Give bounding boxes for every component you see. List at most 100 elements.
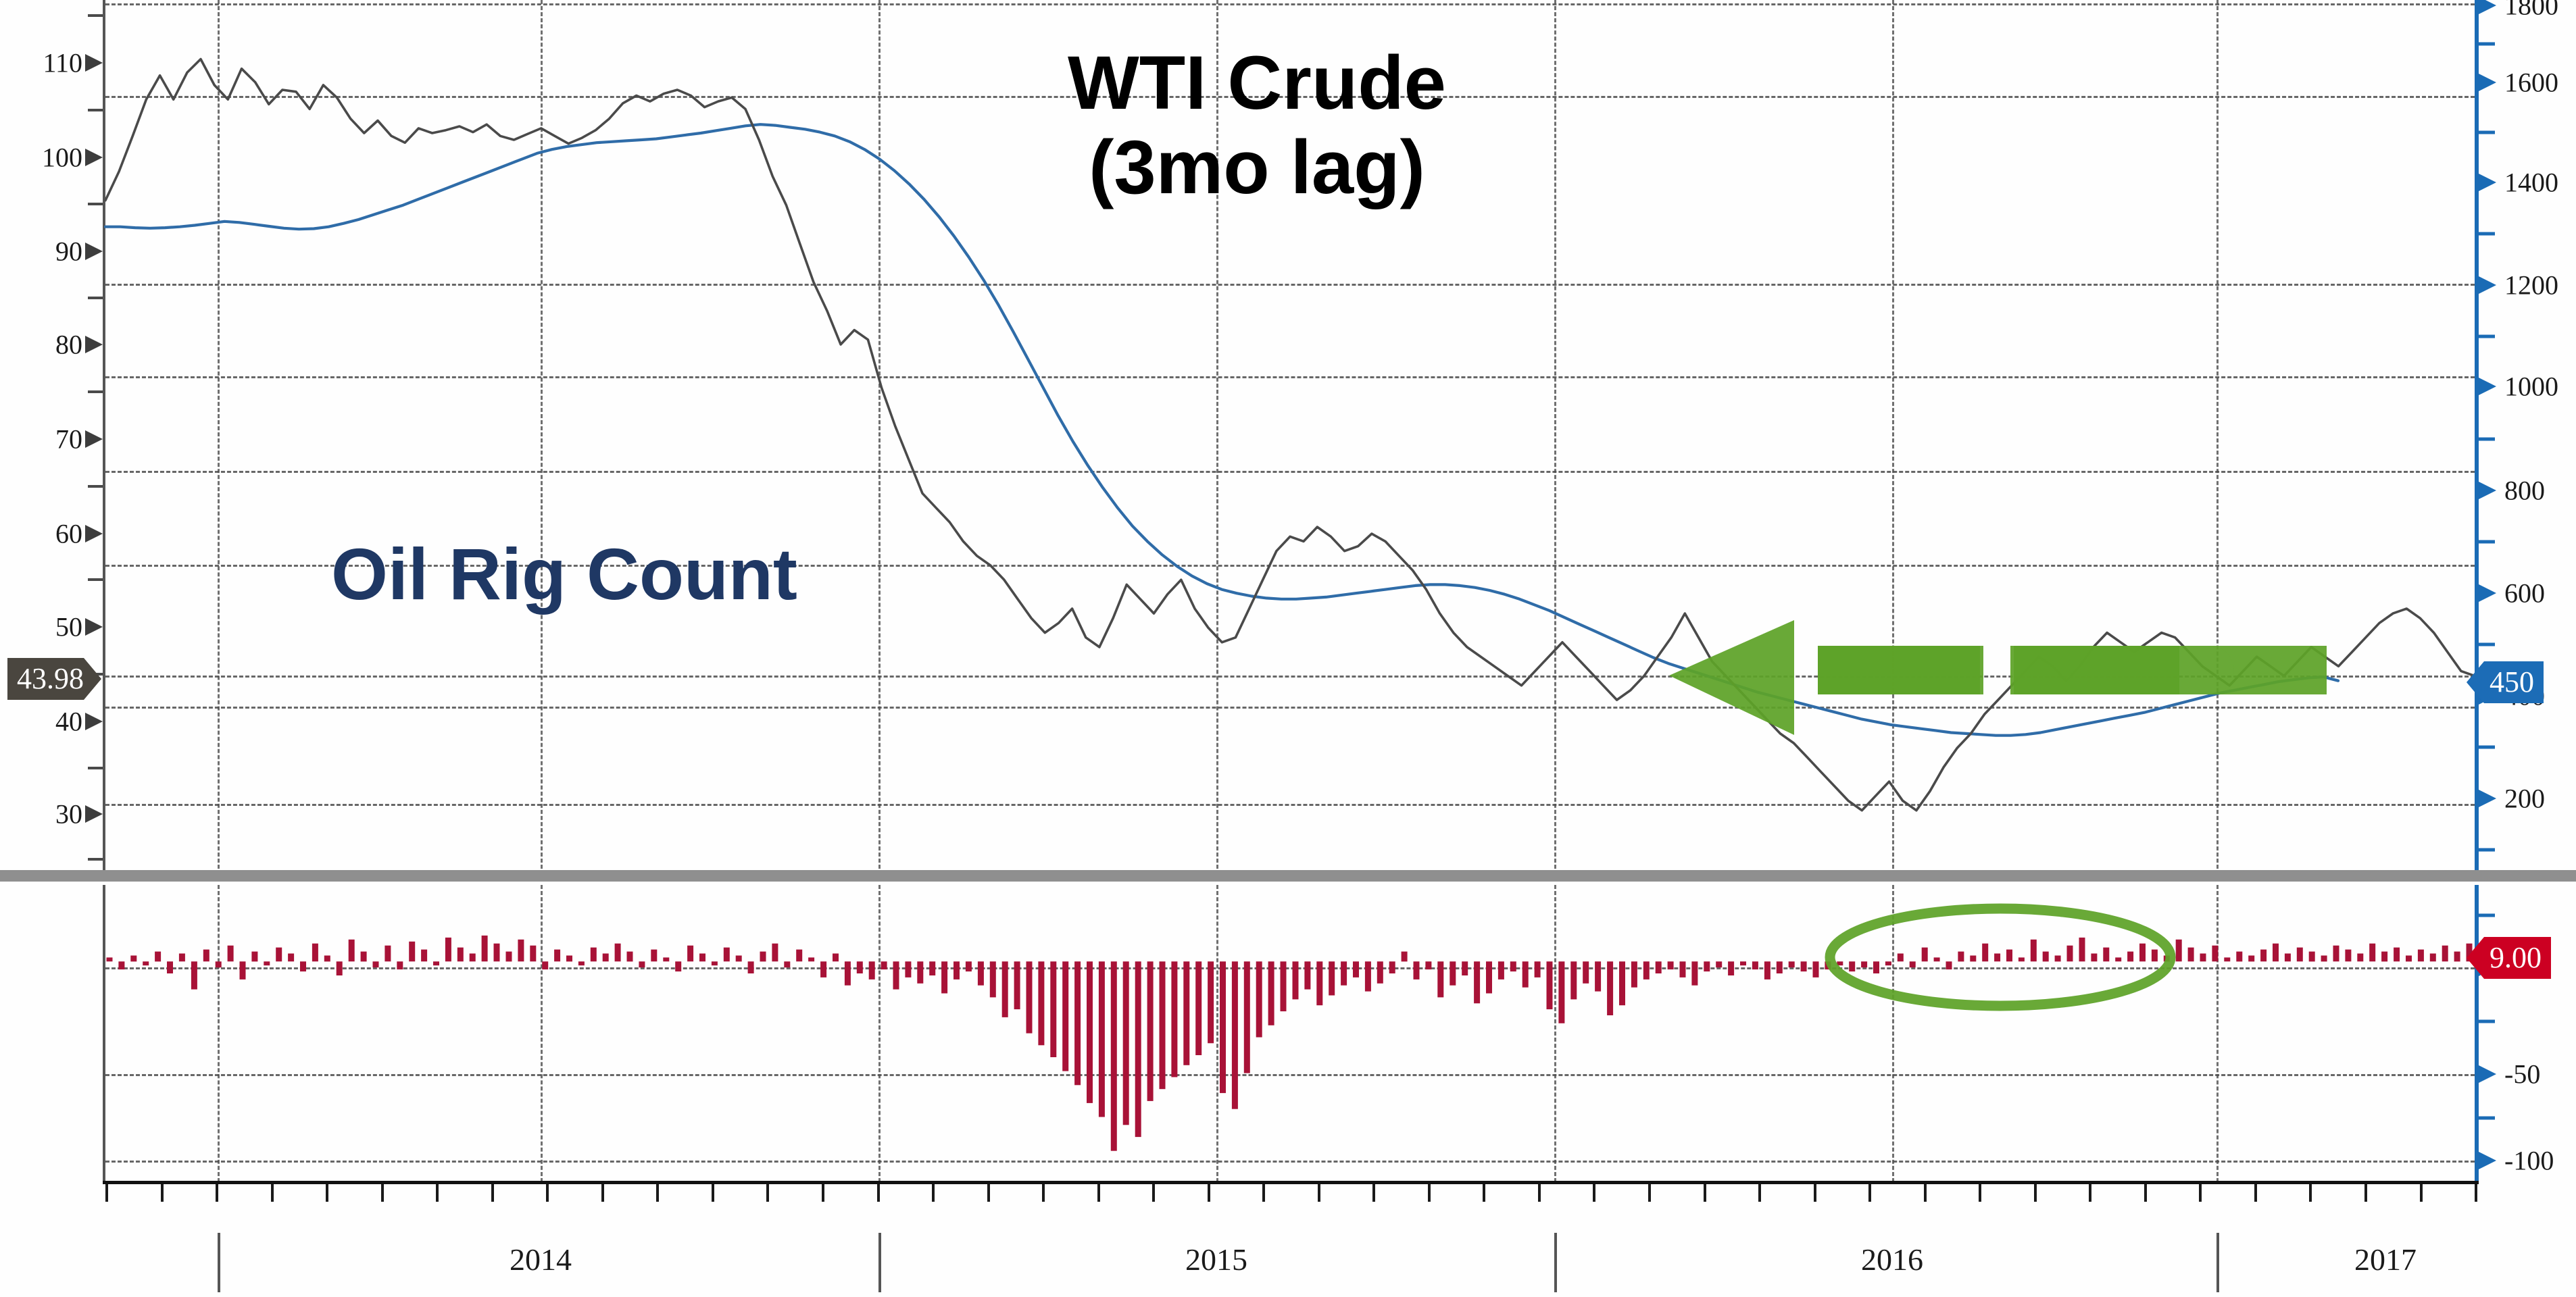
x-axis-tick [2475, 1184, 2477, 1202]
x-year-2014: 2014 [510, 1242, 572, 1277]
x-year-2015: 2015 [1185, 1242, 1247, 1277]
lower-tick-minor [2479, 913, 2495, 917]
x-axis-tick [932, 1184, 935, 1202]
right-value-badge: 450 [2467, 661, 2544, 703]
gridline-v-lower [1554, 885, 1556, 1182]
x-axis-tick [1758, 1184, 1761, 1202]
right-tick-1000: 1000 [2504, 371, 2558, 402]
line-series-rig-count [103, 123, 2340, 737]
x-axis-tick [1593, 1184, 1596, 1202]
x-axis-tick [1262, 1184, 1266, 1202]
right-tick-1400: 1400 [2504, 167, 2558, 198]
x-axis-tick [601, 1184, 604, 1202]
lower-tick-minus100: -100 [2504, 1145, 2554, 1176]
lower-tick-arrow [2479, 1065, 2496, 1083]
x-axis-tick [2144, 1184, 2147, 1202]
x-year-separator [878, 1233, 881, 1292]
x-axis-tick [876, 1184, 880, 1202]
x-axis-tick [1372, 1184, 1376, 1202]
left-tick-arrow [85, 336, 103, 353]
green-ellipse-icon [1825, 903, 2176, 1011]
left-tick-100: 100 [42, 142, 82, 173]
left-tick-30: 30 [55, 798, 82, 830]
x-year-separator [2216, 1233, 2219, 1292]
right-tick-600: 600 [2504, 578, 2545, 609]
left-tick-minor [88, 390, 103, 393]
left-tick-arrow [85, 525, 103, 542]
x-axis-tick [2309, 1184, 2312, 1202]
right-tick-minor [2479, 642, 2495, 646]
left-tick-arrow [85, 618, 103, 636]
x-axis-tick [2089, 1184, 2092, 1202]
x-axis-tick [1097, 1184, 1100, 1202]
left-tick-arrow [85, 54, 103, 72]
left-tick-minor [88, 14, 103, 17]
right-tick-minor [2479, 848, 2495, 852]
right-tick-minor [2479, 540, 2495, 544]
right-tick-1800: 1800 [2504, 0, 2558, 21]
x-axis-tick [2033, 1184, 2037, 1202]
left-tick-arrow [85, 243, 103, 260]
left-tick-minor [88, 297, 103, 299]
x-axis-tick [491, 1184, 494, 1202]
left-tick-minor [88, 109, 103, 111]
gridline-v-lower [878, 885, 881, 1182]
gridline-h-lower [105, 1161, 2475, 1163]
gridline-h [105, 471, 2475, 473]
gridline-v-lower [2216, 885, 2219, 1182]
right-tick-minor [2479, 745, 2495, 749]
left-tick-90: 90 [55, 236, 82, 267]
x-axis-tick [1813, 1184, 1816, 1202]
gridline-v-lower [1892, 885, 1894, 1182]
left-tick-arrow [85, 149, 103, 166]
right-tick-arrow [2479, 482, 2496, 499]
gridline-v [218, 0, 220, 875]
gridline-v [2216, 0, 2219, 875]
x-axis-tick [2364, 1184, 2367, 1202]
right-tick-arrow [2479, 174, 2496, 191]
x-axis-tick [1427, 1184, 1431, 1202]
x-axis-tick [270, 1184, 274, 1202]
x-axis-tick [1703, 1184, 1706, 1202]
right-tick-arrow [2479, 378, 2496, 395]
lower-value-badge: 9.00 [2467, 937, 2551, 979]
right-tick-arrow [2479, 790, 2496, 807]
x-axis-tick [1152, 1184, 1156, 1202]
x-axis-tick [160, 1184, 164, 1202]
gridline-h-lower [105, 1074, 2475, 1076]
left-tick-minor [88, 578, 103, 581]
gridline-v-lower [541, 885, 543, 1182]
x-axis-tick [1317, 1184, 1320, 1202]
x-axis-tick [546, 1184, 549, 1202]
right-tick-800: 800 [2504, 475, 2545, 506]
lower-tick-minus50: -50 [2504, 1059, 2541, 1090]
x-axis-tick [216, 1184, 219, 1202]
right-tick-minor [2479, 42, 2495, 46]
left-axis-line [103, 0, 105, 875]
right-tick-minor [2479, 130, 2495, 134]
x-axis-tick [105, 1184, 108, 1202]
left-tick-minor [88, 485, 103, 488]
gridline-h [105, 284, 2475, 286]
gridline-v [1554, 0, 1556, 875]
wti-crude-label: WTI Crude (3mo lag) [1068, 41, 1446, 210]
left-tick-arrow [85, 430, 103, 448]
gridline-h-lower [105, 967, 2475, 969]
left-axis-line-lower [103, 885, 105, 1182]
x-axis-tick [326, 1184, 329, 1202]
gridline-v-lower [1216, 885, 1218, 1182]
gridline-h [105, 804, 2475, 806]
right-tick-minor [2479, 334, 2495, 338]
left-tick-40: 40 [55, 706, 82, 737]
x-axis-tick [1537, 1184, 1541, 1202]
left-value-badge: 43.98 [7, 658, 101, 700]
x-axis-tick [380, 1184, 384, 1202]
gridline-h [105, 707, 2475, 709]
left-tick-minor [88, 767, 103, 769]
left-tick-50: 50 [55, 611, 82, 642]
gridline-v [878, 0, 881, 875]
left-tick-70: 70 [55, 424, 82, 455]
lower-tick-arrow [2479, 1152, 2496, 1169]
x-axis-tick [822, 1184, 824, 1202]
left-tick-80: 80 [55, 329, 82, 360]
